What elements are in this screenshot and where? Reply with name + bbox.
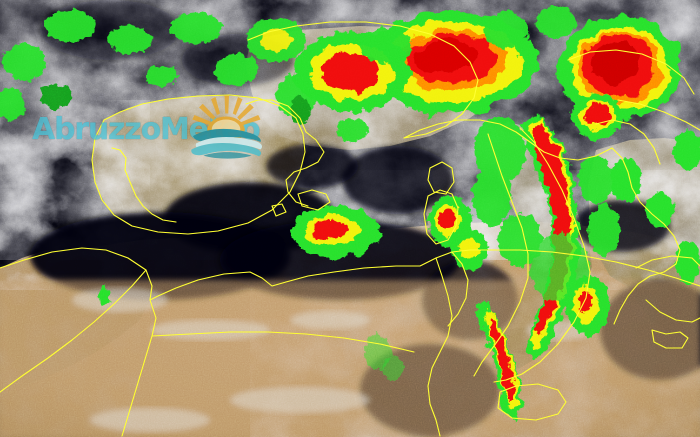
satellite-image-viewport: AbruzzoMeteo <box>0 0 700 437</box>
image-noise-overlay <box>0 0 700 437</box>
